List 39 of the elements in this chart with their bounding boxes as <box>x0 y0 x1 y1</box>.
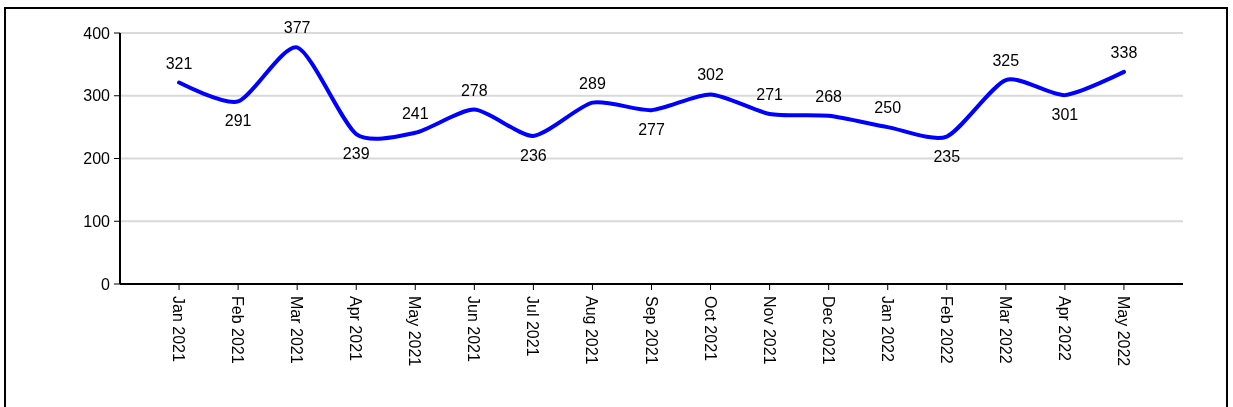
data-label: 289 <box>579 74 606 92</box>
x-tick-label: Feb 2021 <box>229 296 247 364</box>
data-label: 291 <box>224 112 252 130</box>
data-label: 250 <box>874 99 902 117</box>
x-tick-label: Dec 2021 <box>819 296 837 365</box>
data-label: 268 <box>815 87 843 105</box>
x-tick-label: Apr 2022 <box>1055 296 1073 362</box>
data-label: 338 <box>1110 43 1138 61</box>
y-tick-label: 300 <box>83 87 111 105</box>
data-label: 277 <box>638 121 665 139</box>
x-tick-label: Mar 2021 <box>288 296 306 364</box>
data-label: 239 <box>342 145 370 163</box>
data-label: 236 <box>520 146 547 164</box>
data-label: 377 <box>283 19 311 37</box>
y-tick-label: 0 <box>101 275 111 293</box>
data-label: 325 <box>992 52 1020 70</box>
x-tick-label: May 2022 <box>1114 296 1132 367</box>
x-tick-label: Aug 2021 <box>583 296 601 365</box>
y-tick-label: 200 <box>83 150 111 168</box>
data-label: 241 <box>401 104 429 122</box>
x-tick-label: May 2021 <box>406 296 424 367</box>
x-tick-label: Sep 2021 <box>642 296 660 365</box>
y-tick-label: 100 <box>83 212 111 230</box>
data-label: 302 <box>697 66 724 84</box>
x-tick-label: Apr 2021 <box>347 296 365 362</box>
x-tick-label: Feb 2022 <box>937 296 955 364</box>
x-tick-label: Jan 2022 <box>878 296 896 362</box>
x-tick-label: Mar 2022 <box>996 296 1014 364</box>
x-tick-label: Nov 2021 <box>760 296 778 365</box>
data-label: 278 <box>460 81 488 99</box>
y-tick-label: 400 <box>83 24 111 42</box>
data-label: 235 <box>933 147 961 165</box>
x-tick-label: Jul 2021 <box>524 296 542 357</box>
data-label: 321 <box>165 54 193 72</box>
data-label: 301 <box>1051 106 1079 124</box>
x-tick-label: Jan 2021 <box>170 296 188 362</box>
data-label: 271 <box>756 85 784 103</box>
x-tick-label: Oct 2021 <box>701 296 719 362</box>
x-tick-label: Jun 2021 <box>465 296 483 362</box>
